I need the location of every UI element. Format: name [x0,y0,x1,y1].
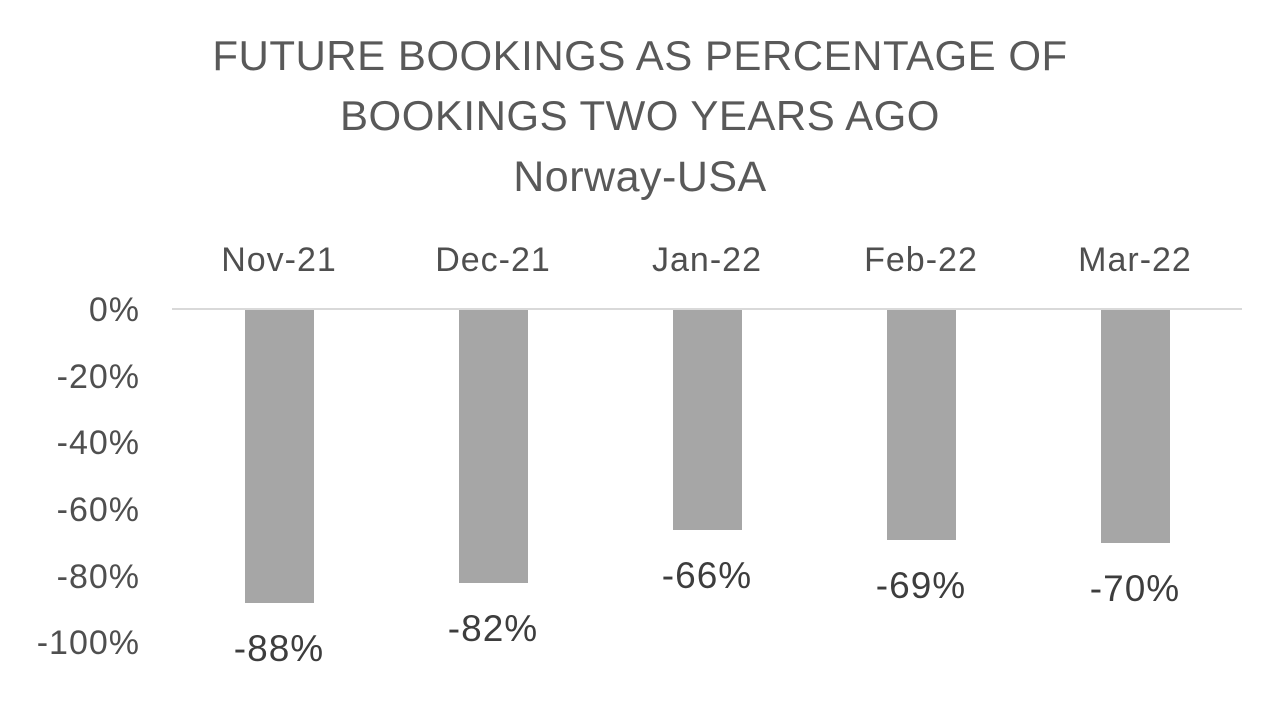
category-label: Mar-22 [1078,241,1192,279]
chart-subtitle: Norway-USA [513,153,767,201]
y-axis-tick-label: -60% [56,491,140,529]
category-label: Dec-21 [435,241,551,279]
y-axis-tick-label: -40% [56,424,140,463]
data-label: -82% [447,608,539,650]
bar [1100,310,1170,544]
bar [244,310,314,604]
bar [458,310,528,584]
bar [886,310,956,540]
category-label: Feb-22 [864,241,978,279]
x-axis-baseline [172,308,1242,310]
data-label: -66% [661,555,753,596]
category-label: Jan-22 [652,241,762,279]
y-axis-tick-label: -20% [56,357,140,396]
data-label: -69% [875,565,967,606]
y-axis-tick-label: -100% [36,624,140,663]
chart-title-line-1: FUTURE BOOKINGS AS PERCENTAGE OF [212,32,1068,79]
bar [672,310,742,530]
chart-title: FUTURE BOOKINGS AS PERCENTAGE OF BOOKING… [0,26,1280,208]
y-axis-tick-label: 0% [88,291,140,329]
chart-title-line-2: BOOKINGS TWO YEARS AGO [340,92,940,139]
category-label: Nov-21 [221,241,337,279]
y-axis-tick-label: -80% [56,557,140,596]
data-label: -70% [1089,568,1181,610]
data-label: -88% [233,628,325,670]
